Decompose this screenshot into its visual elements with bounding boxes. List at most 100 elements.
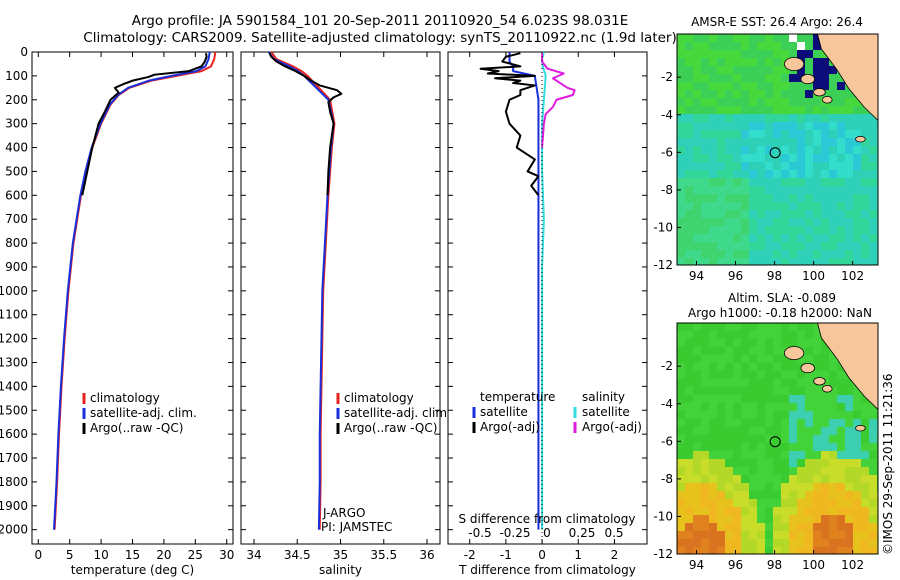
map-cell	[805, 387, 813, 395]
map-cell	[749, 419, 757, 427]
map-cell	[677, 122, 685, 130]
map-cell	[701, 74, 709, 82]
map-cell	[701, 50, 709, 58]
map-cell	[853, 242, 861, 250]
map-cell	[821, 435, 829, 443]
map-cell	[789, 42, 797, 50]
map-y-tick-label: -8	[661, 472, 673, 486]
map-cell	[701, 523, 709, 531]
map-cell	[813, 403, 821, 411]
map-cell	[781, 234, 789, 242]
map-cell	[725, 451, 733, 459]
map-cell	[869, 483, 877, 491]
map-cell	[845, 379, 853, 387]
map-cell	[773, 146, 781, 154]
map-cell	[701, 331, 709, 339]
map-cell	[741, 90, 749, 98]
map-cell	[741, 170, 749, 178]
map-cell	[733, 106, 741, 114]
map-cell	[773, 355, 781, 363]
map-cell	[741, 467, 749, 475]
sla-map-title: Altim. SLA: -0.089	[728, 291, 836, 305]
x-tick-label: -1	[500, 548, 512, 562]
map-cell	[861, 130, 869, 138]
map-cell	[685, 499, 693, 507]
map-cell	[781, 467, 789, 475]
map-cell	[757, 459, 765, 467]
map-cell	[821, 483, 829, 491]
map-cell	[805, 547, 813, 554]
map-x-tick-label: 100	[802, 558, 825, 572]
map-y-tick-label: -12	[653, 547, 673, 561]
map-cell	[837, 531, 845, 539]
map-cell	[685, 202, 693, 210]
map-cell	[701, 122, 709, 130]
y-tick-label: 1300	[0, 355, 28, 369]
map-cell	[685, 355, 693, 363]
map-cell	[781, 74, 789, 82]
map-cell	[677, 66, 685, 74]
island	[821, 95, 833, 104]
map-cell	[765, 507, 773, 515]
map-cell	[773, 475, 781, 483]
map-cell	[789, 411, 797, 419]
map-cell	[773, 459, 781, 467]
map-cell	[789, 186, 797, 194]
map-cell	[781, 403, 789, 411]
map-cell	[773, 234, 781, 242]
map-cell	[773, 122, 781, 130]
map-cell	[781, 363, 789, 371]
map-cell	[693, 106, 701, 114]
map-cell	[685, 258, 693, 265]
map-cell	[853, 491, 861, 499]
map-cell	[781, 435, 789, 443]
series-line-1	[479, 52, 540, 196]
map-cell	[821, 363, 829, 371]
map-cell	[709, 138, 717, 146]
map-cell	[757, 170, 765, 178]
map-cell	[797, 395, 805, 403]
map-cell	[709, 82, 717, 90]
map-cell	[813, 258, 821, 265]
map-cell	[749, 355, 757, 363]
map-cell	[685, 194, 693, 202]
map-cell	[749, 114, 757, 122]
map-cell	[821, 403, 829, 411]
map-cell	[757, 242, 765, 250]
map-cell	[813, 451, 821, 459]
map-cell	[813, 34, 821, 42]
map-cell	[837, 515, 845, 523]
map-cell	[813, 210, 821, 218]
map-cell	[821, 66, 829, 74]
map-cell	[781, 419, 789, 427]
map-cell	[693, 130, 701, 138]
x-axis-label: salinity	[319, 563, 362, 577]
map-cell	[789, 403, 797, 411]
map-cell	[717, 34, 725, 42]
map-cell	[741, 202, 749, 210]
map-cell	[741, 178, 749, 186]
map-cell	[677, 114, 685, 122]
map-cell	[789, 427, 797, 435]
map-cell	[685, 34, 693, 42]
map-cell	[749, 427, 757, 435]
map-cell	[717, 419, 725, 427]
map-cell	[765, 539, 773, 547]
map-cell	[845, 114, 853, 122]
map-cell	[805, 58, 813, 66]
map-cell	[781, 170, 789, 178]
map-cell	[837, 491, 845, 499]
map-cell	[677, 403, 685, 411]
map-cell	[693, 170, 701, 178]
map-cell	[813, 66, 821, 74]
map-cell	[853, 459, 861, 467]
map-cell	[677, 234, 685, 242]
map-cell	[805, 154, 813, 162]
map-cell	[829, 523, 837, 531]
map-cell	[789, 451, 797, 459]
map-cell	[693, 459, 701, 467]
map-cell	[701, 539, 709, 547]
map-cell	[829, 162, 837, 170]
y-tick-label: 200	[5, 93, 28, 107]
map-cell	[773, 403, 781, 411]
